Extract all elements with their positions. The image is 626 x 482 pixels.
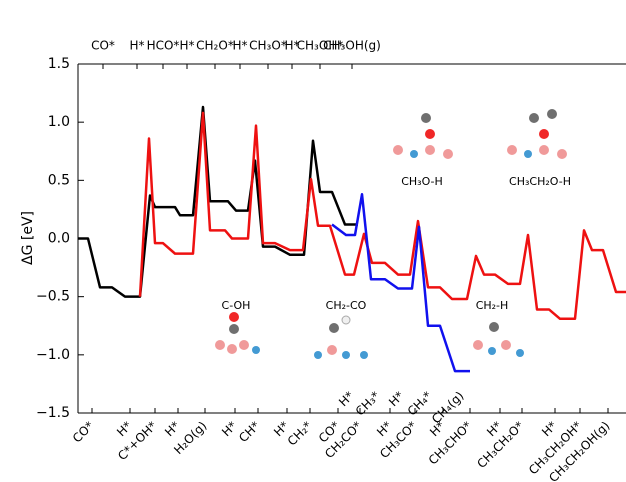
- x-label: CH₂O*: [196, 39, 234, 53]
- y-tick-label: 1.0: [48, 114, 70, 130]
- x-label: CH₄(g): [429, 389, 467, 427]
- x-label: CH₃OH*: [297, 39, 344, 53]
- y-tick-label: −1.5: [36, 405, 70, 421]
- x-label: CH₃O*: [249, 39, 287, 53]
- x-label: HCO*: [147, 39, 180, 53]
- annotation: CH₂-H: [476, 299, 509, 312]
- x-label: CH₃OH(g): [323, 39, 381, 53]
- molecule-sketches: [215, 109, 567, 359]
- x-label: CH₂*: [285, 419, 315, 449]
- x-label: H*: [162, 419, 183, 440]
- annotation: CH₃CH₂O-H: [509, 175, 571, 188]
- x-label: H*: [386, 389, 407, 410]
- y-tick-label: 0.5: [48, 172, 70, 188]
- energy-line: [331, 193, 470, 373]
- x-label: H*: [232, 39, 247, 53]
- y-axis-title: ΔG [eV]: [20, 211, 36, 265]
- y-tick-label: −1.0: [36, 347, 70, 363]
- x-label: H*: [284, 39, 299, 53]
- x-label: CO*: [91, 39, 115, 53]
- energy-line: [138, 111, 626, 321]
- x-label: H*: [336, 389, 357, 410]
- y-tick-label: −0.5: [36, 289, 70, 305]
- y-tick-label: 1.5: [48, 56, 70, 72]
- annotation: CH₃O-H: [401, 175, 443, 188]
- energy-line: [78, 105, 358, 298]
- x-label: CH₃*: [353, 389, 383, 419]
- x-label: CH*: [236, 419, 262, 445]
- x-label: H*: [129, 39, 144, 53]
- annotation: CH₂-CO: [326, 299, 367, 312]
- x-label: H*: [179, 39, 194, 53]
- y-tick-label: 0.0: [48, 231, 70, 247]
- x-label: CO*: [70, 419, 97, 446]
- annotation: C-OH: [222, 299, 251, 312]
